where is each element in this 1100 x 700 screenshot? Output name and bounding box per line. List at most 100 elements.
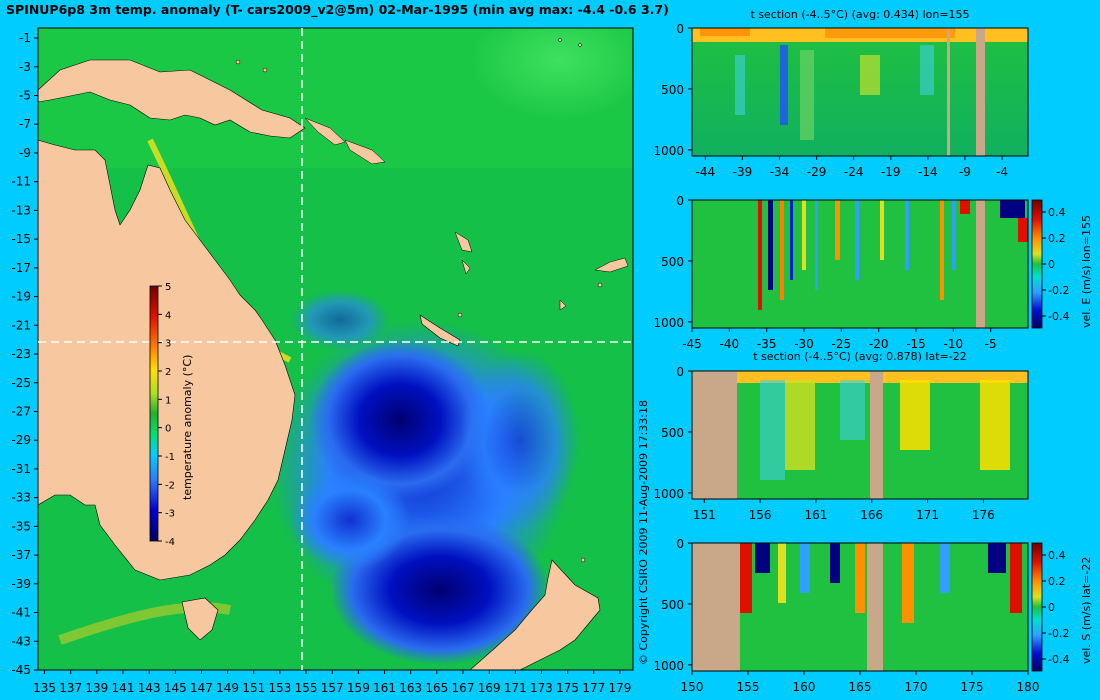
- map-x-tick-label: 171: [504, 681, 527, 695]
- section-x-tick-label: 175: [961, 680, 984, 694]
- map-y-tick-label: -35: [11, 519, 31, 533]
- section-x-tick-label: 151: [693, 508, 716, 522]
- map-x-tick-label: 165: [425, 681, 448, 695]
- section-x-tick-label: -15: [906, 337, 926, 351]
- land-new-guinea: [38, 59, 306, 139]
- section-x-tick-label: -14: [918, 165, 938, 179]
- map-plot-area: [38, 28, 633, 670]
- map-colorbar-tick-label: 5: [165, 282, 171, 293]
- map-x-tick-label: 143: [138, 681, 161, 695]
- section-x-tick-label: -25: [832, 337, 852, 351]
- map-x-tick-label: 161: [373, 681, 396, 695]
- section-x-tick-label: 165: [849, 680, 872, 694]
- section-x-tick-label: -45: [682, 337, 702, 351]
- land-tasmania: [181, 597, 219, 641]
- vel-s-colorbar-label: vel. S (m/s) lat=-22: [1080, 556, 1093, 664]
- section-x-tick-label: -20: [869, 337, 889, 351]
- map-y-tick-label: -15: [11, 232, 31, 246]
- map-y-tick-label: -17: [11, 261, 31, 275]
- section-x-tick-label: 176: [972, 508, 995, 522]
- map-y-tick-label: -3: [19, 60, 31, 74]
- map-x-tick-label: 151: [242, 681, 265, 695]
- section-x-tick-label: 171: [916, 508, 939, 522]
- section-x-tick-label: -30: [794, 337, 814, 351]
- map-x-tick-label: 159: [347, 681, 370, 695]
- map-colorbar: [149, 285, 159, 542]
- velocity-colorbar-tick-label: -0.2: [1048, 627, 1069, 640]
- section-x-tick-label: -44: [696, 165, 716, 179]
- map-y-tick-label: -31: [11, 462, 31, 476]
- map-x-tick-label: 145: [164, 681, 187, 695]
- section-x-tick-label: 170: [905, 680, 928, 694]
- map-y-tick-label: -9: [19, 146, 31, 160]
- map-y-tick-label: -45: [11, 663, 31, 677]
- page-title: SPINUP6p8 3m temp. anomaly (T- cars2009_…: [6, 2, 669, 17]
- map-x-tick-label: 179: [608, 681, 631, 695]
- section-x-tick-label: -40: [720, 337, 740, 351]
- vel-e-colorbar-label: vel. E (m/s) lon=155: [1080, 215, 1093, 328]
- map-x-tick-label: 157: [321, 681, 344, 695]
- section-y-tick-label: 500: [661, 426, 684, 440]
- section-panel-4: [691, 542, 1043, 672]
- map-x-tick-label: 155: [295, 681, 318, 695]
- section-x-tick-label: -4: [996, 165, 1008, 179]
- map-colorbar-tick-label: -2: [165, 480, 175, 491]
- map-y-ticks: -1 -3 -5 -7 -9 -11 -13 -15 -17 -19 -21 -23 -25 -27 -29…: [11, 31, 38, 677]
- vel-e-colorbar: [1031, 199, 1043, 329]
- section-y-tick-label: 0: [676, 365, 684, 379]
- map-colorbar-tick-label: 3: [165, 339, 171, 350]
- section-x-tick-label: 156: [749, 508, 772, 522]
- map-y-tick-label: -33: [11, 491, 31, 505]
- section-panel-1: [691, 27, 1029, 157]
- land-new-zealand: [469, 559, 601, 670]
- map-y-tick-label: -1: [19, 31, 31, 45]
- map-y-tick-label: -11: [11, 175, 31, 189]
- map-x-tick-label: 149: [216, 681, 239, 695]
- section-x-tick-label: 150: [681, 680, 704, 694]
- map-y-tick-label: -19: [11, 290, 31, 304]
- map-y-tick-label: -23: [11, 347, 31, 361]
- map-x-tick-label: 173: [530, 681, 553, 695]
- velocity-colorbar-tick-label: -0.4: [1048, 653, 1069, 666]
- map-x-tick-label: 177: [582, 681, 605, 695]
- section-x-tick-label: -10: [944, 337, 964, 351]
- map-colorbar-tick-label: -4: [165, 537, 175, 548]
- section-x-tick-label: -5: [985, 337, 997, 351]
- section-x-tick-label: 160: [793, 680, 816, 694]
- section-y-tick-label: 0: [676, 22, 684, 36]
- panel-3-title: t section (-4..5°C) (avg: 0.878) lat=-22: [753, 350, 967, 363]
- map-x-tick-label: 175: [556, 681, 579, 695]
- section-y-tick-label: 1000: [653, 487, 684, 501]
- velocity-colorbar-tick-label: 0.2: [1048, 232, 1066, 245]
- map-x-ticks: 135 137 139 141 143 145 147 149 151 153 155 157 159 1…: [33, 670, 631, 695]
- section-x-tick-label: -39: [733, 165, 753, 179]
- section-y-tick-label: 500: [661, 598, 684, 612]
- map-y-tick-label: -27: [11, 404, 31, 418]
- map-y-tick-label: -25: [11, 376, 31, 390]
- velocity-colorbar-tick-label: -0.2: [1048, 284, 1069, 297]
- velocity-colorbar-tick-label: 0: [1048, 601, 1055, 614]
- map-y-tick-label: -13: [11, 203, 31, 217]
- section-y-tick-label: 500: [661, 255, 684, 269]
- section-y-tick-label: 0: [676, 194, 684, 208]
- section-x-tick-label: 155: [737, 680, 760, 694]
- map-x-tick-label: 141: [112, 681, 135, 695]
- section-x-tick-label: -29: [807, 165, 827, 179]
- islands: [235, 38, 629, 563]
- map-y-tick-label: -5: [19, 89, 31, 103]
- map-y-tick-label: -21: [11, 318, 31, 332]
- map-colorbar-tick-label: 2: [165, 367, 171, 378]
- section-y-tick-label: 1000: [653, 316, 684, 330]
- map-colorbar-tick-label: 0: [165, 424, 171, 435]
- map-y-tick-label: -7: [19, 117, 31, 131]
- velocity-colorbar-tick-label: -0.4: [1048, 310, 1069, 323]
- section-x-tick-label: -19: [881, 165, 901, 179]
- map-x-tick-label: 163: [399, 681, 422, 695]
- map-x-tick-label: 137: [59, 681, 82, 695]
- section-y-tick-label: 0: [676, 537, 684, 551]
- map-y-tick-label: -43: [11, 634, 31, 648]
- map-x-tick-label: 135: [33, 681, 56, 695]
